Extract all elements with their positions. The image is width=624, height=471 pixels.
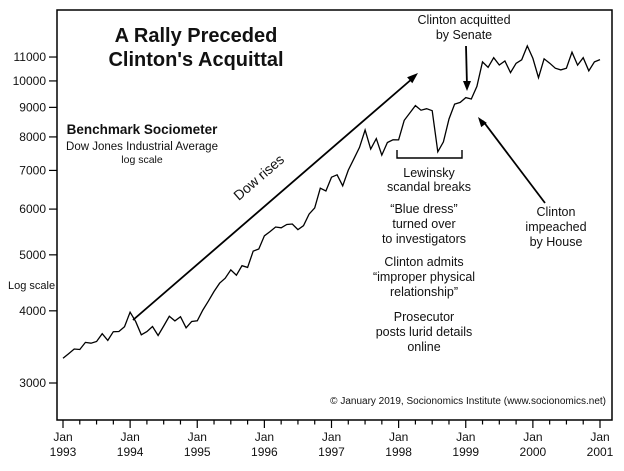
impeached-arrowhead <box>478 117 487 128</box>
log-scale-label: Log scale <box>8 280 55 292</box>
dow-rises-label: Dow rises <box>230 151 287 203</box>
x-tick-month-label: Jan <box>389 430 408 444</box>
dow-price-line <box>62 44 601 359</box>
admits-line1: Clinton admits <box>384 255 463 269</box>
lewinsky-bracket <box>396 150 463 159</box>
acquitted-label-line1: Clinton acquitted <box>417 13 510 27</box>
acquitted-arrow <box>465 45 468 87</box>
impeached-line3: by House <box>530 235 583 249</box>
x-tick-month-label: Jan <box>590 430 609 444</box>
y-tick-label: 6000 <box>19 202 46 216</box>
x-tick-month-label: Jan <box>322 430 341 444</box>
benchmark-note: log scale <box>121 154 163 166</box>
y-tick-label: 11000 <box>14 50 47 64</box>
impeached-arrow <box>482 120 546 204</box>
y-tick-label: 8000 <box>19 130 46 144</box>
lewinsky-label-line1: Lewinsky <box>403 166 455 180</box>
x-tick-year-label: 1998 <box>385 445 412 459</box>
lewinsky-label-line2: scandal breaks <box>387 180 471 194</box>
benchmark-heading: Benchmark Sociometer <box>67 122 219 137</box>
y-tick-label: 10000 <box>13 74 47 88</box>
x-tick-month-label: Jan <box>456 430 475 444</box>
y-axis-ticks: 3000 4000 5000 6000 7000 8000 9000 10000 11000 <box>13 50 57 390</box>
admits-line2: “improper physical <box>373 270 475 284</box>
dow-rises-arrowhead <box>407 73 418 84</box>
x-tick-year-label: 1999 <box>452 445 479 459</box>
y-tick-label: 9000 <box>19 100 46 114</box>
x-tick-year-label: 2000 <box>520 445 547 459</box>
impeached-line2: impeached <box>525 220 586 234</box>
y-tick-label: 5000 <box>19 248 46 262</box>
y-tick-label: 3000 <box>19 376 46 390</box>
x-tick-month-label: Jan <box>523 430 542 444</box>
dow-rises-arrow <box>132 77 414 321</box>
x-tick-year-label: 1994 <box>117 445 144 459</box>
x-tick-month-label: Jan <box>255 430 274 444</box>
blue-dress-line2: turned over <box>392 217 455 231</box>
blue-dress-line1: “Blue dress” <box>390 202 457 216</box>
x-tick-year-label: 2001 <box>587 445 614 459</box>
x-tick-month-label: Jan <box>120 430 139 444</box>
chart-title-line2: Clinton's Acquittal <box>108 49 283 71</box>
benchmark-subheading: Dow Jones Industrial Average <box>66 141 218 153</box>
x-tick-month-label: Jan <box>188 430 207 444</box>
x-tick-year-label: 1995 <box>184 445 211 459</box>
plot-area <box>56 9 613 421</box>
x-tick-month-label: Jan <box>53 430 72 444</box>
blue-dress-line3: to investigators <box>382 232 466 246</box>
prosecutor-line3: online <box>407 340 440 354</box>
admits-line3: relationship” <box>390 285 458 299</box>
y-tick-label: 4000 <box>19 304 46 318</box>
y-tick-label: 7000 <box>19 163 46 177</box>
chart-title-line1: A Rally Preceded <box>115 25 278 47</box>
acquitted-label-line2: by Senate <box>436 28 492 42</box>
prosecutor-line1: Prosecutor <box>394 310 454 324</box>
x-tick-year-label: 1996 <box>251 445 278 459</box>
acquitted-arrowhead <box>463 81 471 91</box>
x-tick-year-label: 1997 <box>318 445 345 459</box>
impeached-line1: Clinton <box>537 205 576 219</box>
copyright-notice: © January 2019, Socionomics Institute (w… <box>330 396 606 407</box>
prosecutor-line2: posts lurid details <box>376 325 473 339</box>
x-axis-ticks: Jan1993Jan1994Jan1995Jan1996Jan1997Jan19… <box>50 420 614 459</box>
x-tick-year-label: 1993 <box>50 445 77 459</box>
